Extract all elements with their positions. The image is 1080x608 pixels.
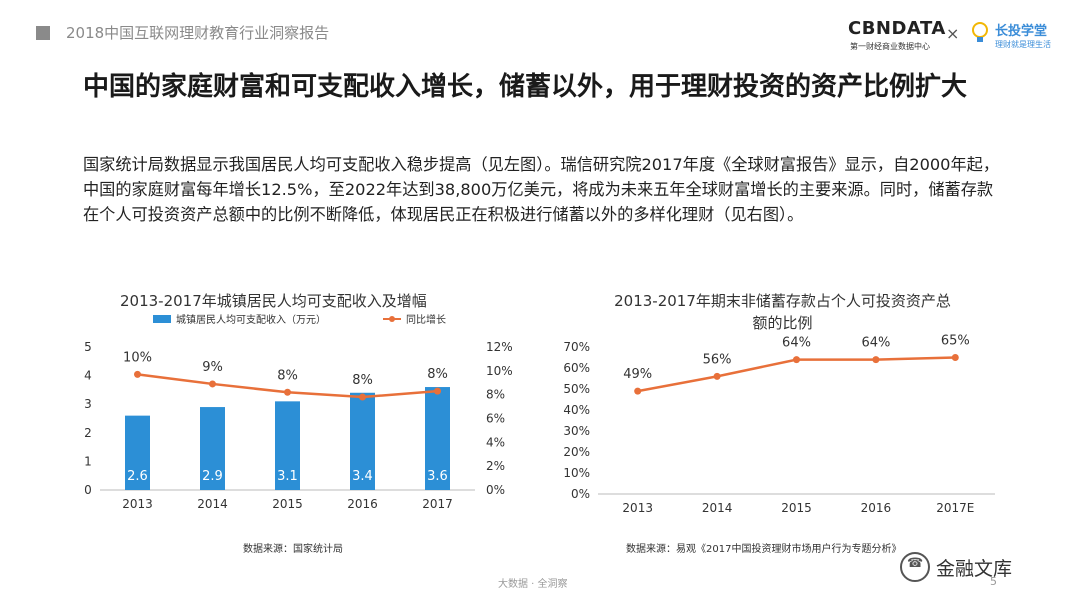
growth-point	[359, 393, 366, 401]
report-title: 2018中国互联网理财教育行业洞察报告	[66, 24, 330, 42]
cbndata-logo: CBNDATA	[848, 18, 946, 39]
right-y-tick-label: 12%	[486, 340, 513, 354]
savings-ratio-point	[793, 356, 800, 364]
savings-ratio-point	[951, 354, 959, 361]
legend-label-income: 城镇居民人均可支配收入（万元）	[176, 315, 326, 326]
partner-logo: 长投学堂	[995, 24, 1048, 39]
growth-data-label: 8%	[427, 367, 448, 382]
right-x-tick-label: 2015	[781, 501, 812, 515]
logo-separator: ×	[946, 24, 960, 43]
savings-ratio-data-label: 49%	[623, 367, 652, 382]
right-chart-source: 数据来源：易观《2017中国投资理财市场用户行为专题分析》	[626, 544, 902, 555]
right-chart-y-tick-label: 30%	[563, 424, 590, 438]
income-bar	[275, 401, 300, 490]
right-x-tick-label: 2016	[861, 501, 892, 515]
right-y-tick-label: 6%	[486, 412, 505, 426]
right-y-tick-label: 8%	[486, 388, 505, 402]
left-chart-title: 2013-2017年城镇居民人均可支配收入及增幅	[120, 292, 427, 310]
left-y-tick-label: 1	[84, 454, 92, 468]
left-y-tick-label: 2	[84, 426, 92, 440]
page-number: 5	[990, 575, 997, 588]
right-x-tick-label: 2014	[702, 501, 733, 515]
left-y-tick-label: 5	[84, 340, 92, 354]
right-x-tick-label: 2017E	[936, 501, 974, 515]
right-chart-y-tick-label: 70%	[563, 340, 590, 354]
legend-item-growth: 同比增长	[383, 311, 446, 326]
right-chart-y-tick-label: 0%	[571, 487, 590, 501]
savings-ratio-point	[713, 372, 721, 380]
left-chart-source: 数据来源：国家统计局	[243, 544, 343, 555]
growth-data-label: 8%	[277, 368, 298, 383]
income-bar	[125, 415, 150, 490]
income-bar	[425, 387, 450, 490]
right-chart-y-tick-label: 50%	[563, 382, 590, 396]
right-chart-y-tick-label: 40%	[563, 403, 590, 417]
left-x-tick-label: 2015	[272, 497, 303, 511]
right-y-tick-label: 0%	[486, 483, 505, 497]
savings-ratio-point	[634, 387, 642, 395]
footer-text: 大数据 · 全洞察	[498, 579, 568, 590]
right-chart-y-tick-label: 10%	[563, 466, 590, 480]
growth-point	[134, 370, 141, 378]
income-bar	[350, 392, 375, 490]
savings-ratio-data-label: 56%	[703, 352, 732, 367]
watermark-brand-label: 金融文库	[936, 557, 1013, 580]
cbndata-logo-subtitle: 第一财经商业数据中心	[850, 42, 930, 51]
growth-data-label: 8%	[352, 373, 373, 388]
savings-ratio-data-label: 64%	[861, 336, 890, 351]
income-bar	[200, 407, 225, 490]
income-bar-label: 3.1	[277, 469, 298, 484]
legend-item-income: 城镇居民人均可支配收入（万元）	[153, 311, 326, 326]
left-x-tick-label: 2017	[422, 497, 453, 511]
header-square	[36, 26, 50, 40]
savings-ratio-data-label: 65%	[941, 334, 970, 349]
legend-line-swatch	[383, 315, 401, 322]
legend-label-growth: 同比增长	[406, 315, 446, 326]
growth-point	[209, 380, 216, 388]
left-y-tick-label: 0	[84, 483, 92, 497]
growth-point	[284, 388, 291, 396]
income-bar-label: 2.9	[202, 469, 223, 484]
page-title: 中国的家庭财富和可支配收入增长，储蓄以外，用于理财投资的资产比例扩大	[83, 72, 968, 102]
growth-point	[434, 387, 441, 395]
income-bar-label: 3.4	[352, 469, 373, 484]
left-y-tick-label: 3	[84, 397, 92, 411]
summary-paragraph: 国家统计局数据显示我国居民人均可支配收入稳步提高（见左图）。瑞信研究院2017年…	[83, 155, 1000, 224]
wechat-icon	[900, 552, 930, 582]
right-x-tick-label: 2013	[622, 501, 653, 515]
right-chart-y-tick-label: 60%	[563, 361, 590, 375]
right-y-tick-label: 4%	[486, 435, 505, 449]
savings-ratio-data-label: 64%	[782, 336, 811, 351]
left-y-tick-label: 4	[84, 369, 92, 383]
right-y-tick-label: 10%	[486, 364, 513, 378]
income-bar-label: 3.6	[427, 469, 448, 484]
watermark-brand: 金融文库	[900, 552, 1012, 582]
savings-ratio-point	[872, 356, 880, 364]
growth-data-label: 10%	[123, 350, 152, 365]
right-y-tick-label: 2%	[486, 459, 505, 473]
lightbulb-icon	[972, 22, 988, 42]
left-x-tick-label: 2016	[347, 497, 378, 511]
right-chart-y-tick-label: 20%	[563, 445, 590, 459]
income-bar-label: 2.6	[127, 469, 148, 484]
left-x-tick-label: 2013	[122, 497, 153, 511]
legend-bar-swatch	[153, 314, 171, 323]
left-x-tick-label: 2014	[197, 497, 228, 511]
right-chart-title: 2013-2017年期末非储蓄存款占个人可投资资产总额的比例	[614, 292, 951, 332]
growth-data-label: 9%	[202, 360, 223, 375]
partner-logo-subtitle: 理财就是理生活	[995, 40, 1051, 49]
